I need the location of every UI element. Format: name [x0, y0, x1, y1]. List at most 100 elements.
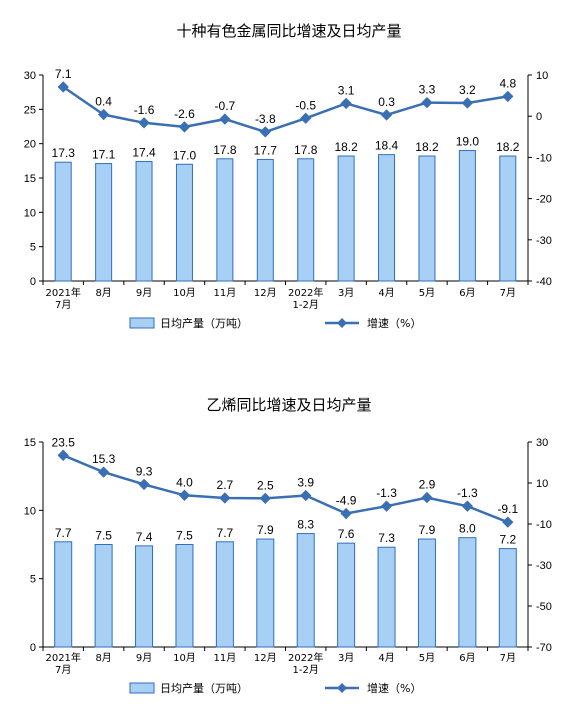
chart1-x-tick-label: 4月 — [378, 287, 394, 299]
chart1-bar — [135, 161, 153, 282]
chart1-bar-data-label: 17.7 — [254, 143, 278, 157]
chart2-bar-data-label: 7.5 — [176, 529, 193, 543]
chart2-bar — [256, 538, 275, 648]
chart2-bar-data-label: 7.9 — [419, 523, 436, 537]
chart1-bar-data-label: 17.8 — [294, 143, 318, 157]
chart1-line-data-label: -3.8 — [255, 112, 276, 126]
chart2-x-tick-label: 8月 — [95, 652, 111, 664]
chart2-bar-data-label: 7.4 — [136, 530, 153, 544]
chart1-bar — [337, 155, 355, 282]
chart2-line-data-label: -1.3 — [376, 486, 397, 500]
chart2-x-tick-label: 2022年 — [288, 651, 323, 664]
chart2-line-point — [138, 478, 150, 491]
chart1-line-point — [219, 113, 231, 125]
chart2-x-tick-label: 7月 — [55, 664, 71, 676]
chart2-legend-bar-swatch — [129, 682, 155, 694]
chart1-line-point — [178, 121, 191, 133]
chart1-left-tick-label: 25 — [24, 104, 36, 116]
chart1-left-tick-label: 30 — [24, 70, 36, 82]
chart1-right-tick-label: -20 — [536, 194, 552, 206]
chart2-line-point — [97, 466, 110, 478]
chart1-x-tick-label: 2021年 — [45, 286, 80, 299]
chart2-bar — [498, 548, 517, 648]
chart2-x-tick-label: 9月 — [136, 652, 152, 664]
chart1-left-tick-label: 15 — [24, 173, 36, 185]
chart2-line-point — [421, 491, 433, 504]
chart1-line-data-label: 4.8 — [499, 76, 516, 90]
chart2-line-data-label: 15.3 — [92, 452, 116, 466]
chart1-bar-data-label: 18.2 — [496, 140, 520, 154]
chart1-line-data-label: -0.7 — [215, 99, 236, 113]
chart1-x-tick-label: 9月 — [136, 287, 152, 299]
chart1-bar — [458, 150, 476, 282]
chart2-bar-data-label: 7.2 — [499, 533, 516, 547]
chart1-line-point — [340, 97, 352, 110]
chart2-bar-data-label: 8.3 — [297, 518, 314, 532]
chart2-bar — [458, 537, 477, 648]
chart2-bar — [377, 546, 396, 648]
chart1-legend-line-marker — [337, 318, 347, 328]
chart1-x-tick-label: 11月 — [214, 287, 237, 299]
chart2-line-point — [300, 489, 312, 502]
chart2-line-data-label: -1.3 — [457, 486, 478, 500]
chart1-right-tick-label: 10 — [536, 70, 548, 82]
chart1-bar-data-label: 18.4 — [375, 139, 399, 153]
chart1-line-point — [138, 117, 150, 129]
chart2-x-tick-label: 10月 — [173, 652, 196, 664]
chart2-x-tick-label: 5月 — [419, 652, 435, 664]
chart2-bar — [135, 545, 154, 648]
chart1-bar — [54, 161, 72, 282]
chart1-line-point — [380, 109, 393, 121]
chart2-line-data-label: -4.9 — [336, 494, 357, 508]
chart1-bar-data-label: 17.1 — [92, 148, 116, 162]
chart2-bar — [94, 544, 113, 648]
chart2-left-tick-label: 15 — [24, 437, 36, 449]
chart2-line-data-label: 4.0 — [176, 475, 193, 489]
chart1-line-data-label: -1.6 — [134, 103, 155, 117]
chart1-line-data-label: 3.2 — [459, 83, 476, 97]
chart1-line-data-label: -2.6 — [174, 107, 195, 121]
chart2-growth-line — [62, 454, 509, 524]
chart2-line-point — [178, 489, 191, 501]
chart2-bar-data-label: 7.7 — [217, 526, 234, 540]
chart2-line-point — [380, 500, 393, 512]
chart2-bar-data-label: 7.6 — [338, 527, 355, 541]
chart2-line-point — [57, 449, 69, 461]
chart2-legend-line-label: 增速（%） — [367, 681, 421, 695]
chart1-line-data-label: 0.4 — [95, 95, 112, 109]
chart1-line-data-label: 3.1 — [338, 83, 355, 97]
chart1-x-tick-label: 7月 — [500, 287, 516, 299]
chart1-bar — [216, 158, 234, 282]
chart1-bar-data-label: 18.2 — [415, 140, 439, 154]
chart2-line-point — [340, 507, 352, 520]
chart1-line-point — [421, 96, 433, 109]
chart2-bar — [337, 542, 356, 648]
chart2-right-tick-label: -30 — [536, 560, 552, 572]
chart2-line-point — [259, 492, 271, 505]
chart1-bar-data-label: 18.2 — [334, 140, 358, 154]
chart1-right-tick-label: -10 — [536, 152, 552, 164]
chart2-line-data-label: 23.5 — [52, 435, 76, 449]
chart1-line-data-label: 0.3 — [378, 95, 395, 109]
chart2-line-point — [502, 516, 514, 528]
chart1-growth-line — [62, 85, 509, 134]
chart1-line-point — [461, 97, 474, 109]
chart1-bar-data-label: 17.4 — [132, 146, 156, 160]
chart1-bar — [256, 158, 274, 282]
chart1-legend-bar-label: 日均产量（万吨） — [160, 316, 248, 330]
chart2-title: 乙烯同比增速及日均产量 — [206, 396, 371, 414]
chart2-bar-data-label: 7.5 — [95, 529, 112, 543]
chart2-x-tick-label: 12月 — [254, 652, 277, 664]
chart2-right-tick-label: -50 — [536, 601, 552, 613]
chart1-line-point — [502, 90, 514, 103]
chart1-bar — [499, 155, 517, 282]
chart1-left-tick-label: 5 — [30, 242, 36, 254]
chart2-right-tick-label: 30 — [536, 437, 548, 449]
chart1-bar-data-label: 19.0 — [456, 135, 480, 149]
chart2-left-tick-label: 5 — [30, 574, 36, 586]
chart2-bar — [296, 533, 315, 648]
chart2-left-tick-label: 10 — [24, 505, 36, 517]
chart1-x-tick-label: 5月 — [419, 287, 435, 299]
chart2-right-tick-label: -70 — [536, 642, 552, 654]
